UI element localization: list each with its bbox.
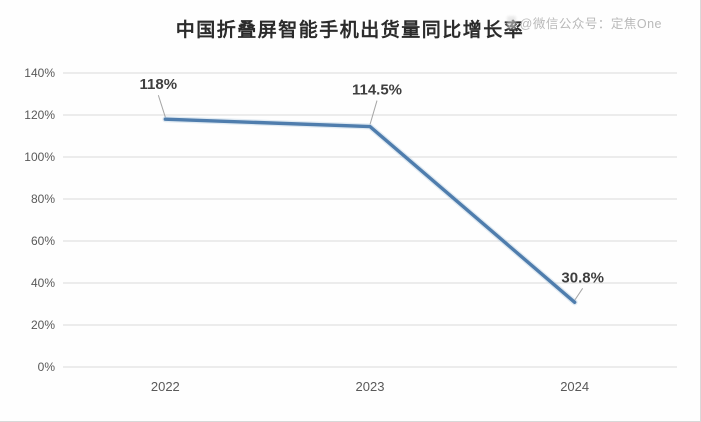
data-point-label: 114.5% bbox=[352, 82, 402, 99]
y-axis-tick-label: 0% bbox=[38, 360, 56, 374]
y-axis-tick-label: 80% bbox=[31, 192, 55, 206]
data-point-label: 118% bbox=[140, 76, 178, 93]
y-axis-tick-label: 120% bbox=[24, 108, 55, 122]
watermark: @微信公众号：定焦One bbox=[506, 13, 662, 32]
x-axis-tick-label: 2022 bbox=[151, 379, 180, 394]
y-axis-tick-label: 20% bbox=[31, 318, 55, 332]
data-label-leader-line bbox=[157, 95, 166, 118]
y-axis-tick-label: 140% bbox=[24, 66, 55, 80]
data-point-label: 30.8% bbox=[561, 269, 604, 286]
watermark-text: @微信公众号：定焦One bbox=[519, 17, 662, 31]
y-axis-tick-label: 100% bbox=[24, 150, 55, 164]
series-line bbox=[163, 117, 577, 305]
series-line-halo bbox=[162, 116, 578, 306]
y-axis-tick-label: 40% bbox=[31, 276, 55, 290]
data-label-leader-line bbox=[574, 288, 584, 301]
watermark-logo-icon bbox=[506, 16, 516, 29]
y-axis-tick-label: 60% bbox=[31, 234, 55, 248]
data-label-leader-line bbox=[369, 100, 378, 125]
x-axis-tick-label: 2024 bbox=[560, 379, 589, 394]
chart-title: 中国折叠屏智能手机出货量同比增长率 bbox=[175, 20, 525, 41]
x-axis-tick-label: 2023 bbox=[356, 379, 385, 394]
